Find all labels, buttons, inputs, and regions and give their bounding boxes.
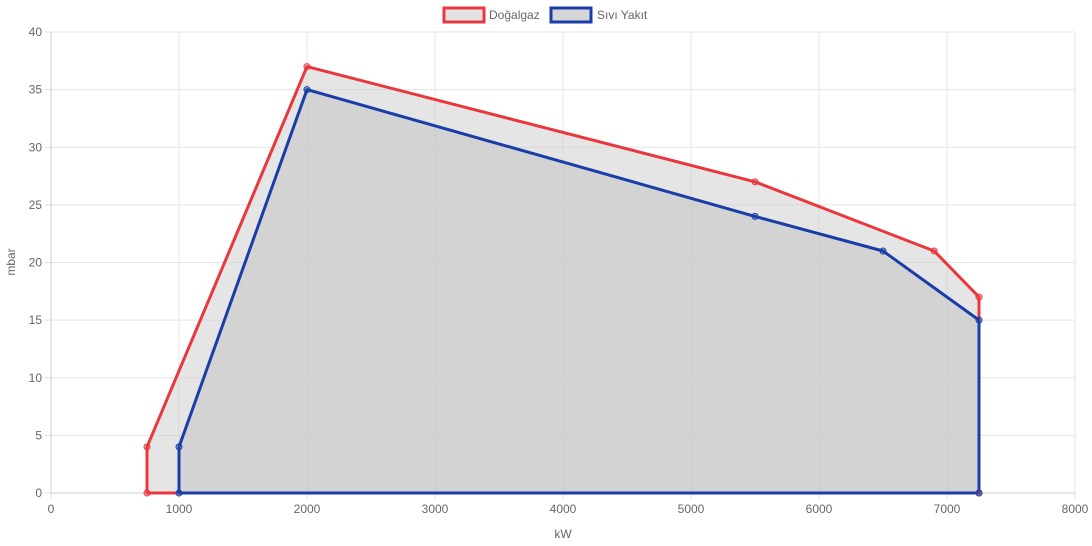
legend-swatch-sivi-yakit <box>549 6 593 24</box>
series-lines <box>145 65 981 495</box>
x-tick-label: 2000 <box>294 502 321 516</box>
data-point-sivi-yakit[interactable] <box>175 489 183 497</box>
data-point-sivi-yakit[interactable] <box>975 316 983 324</box>
y-tick-label: 30 <box>29 140 43 154</box>
data-point-dogalgaz[interactable] <box>143 443 151 451</box>
y-tick-label: 0 <box>35 486 42 500</box>
legend-label-sivi-yakit: Sıvı Yakıt <box>597 8 648 22</box>
y-tick-label: 25 <box>29 198 43 212</box>
legend-swatch-dogalgaz <box>442 6 486 24</box>
x-tick-label: 5000 <box>678 502 705 516</box>
y-axis-title: mbar <box>4 248 18 275</box>
x-tick-label: 0 <box>48 502 55 516</box>
y-tick-label: 5 <box>35 428 42 442</box>
data-point-dogalgaz[interactable] <box>751 178 759 186</box>
series-line-sivi-yakit <box>177 88 981 495</box>
series-areas <box>147 66 979 493</box>
x-tick-label: 7000 <box>934 502 961 516</box>
data-point-sivi-yakit[interactable] <box>975 489 983 497</box>
x-tick-labels: 0 1000 2000 3000 4000 5000 6000 7000 8000 <box>48 502 1089 516</box>
data-point-dogalgaz[interactable] <box>303 63 311 71</box>
y-tick-label: 40 <box>29 25 43 39</box>
data-point-dogalgaz[interactable] <box>930 247 938 255</box>
data-point-dogalgaz[interactable] <box>975 293 983 301</box>
data-point-sivi-yakit[interactable] <box>303 86 311 94</box>
y-tick-labels: 0 5 10 15 20 25 30 35 40 <box>29 25 43 500</box>
data-point-sivi-yakit[interactable] <box>879 247 887 255</box>
y-tick-label: 20 <box>29 256 43 270</box>
x-tick-label: 1000 <box>166 502 193 516</box>
x-tick-label: 8000 <box>1062 502 1089 516</box>
legend-item-dogalgaz[interactable]: Doğalgaz <box>442 6 540 24</box>
x-tick-label: 6000 <box>806 502 833 516</box>
y-tick-label: 35 <box>29 83 43 97</box>
legend-item-sivi-yakit[interactable]: Sıvı Yakıt <box>549 6 648 24</box>
data-point-sivi-yakit[interactable] <box>175 443 183 451</box>
legend: Doğalgaz Sıvı Yakıt <box>442 6 648 24</box>
data-point-sivi-yakit[interactable] <box>751 212 759 220</box>
y-tick-label: 15 <box>29 313 43 327</box>
x-axis-title: kW <box>554 527 572 541</box>
x-tick-label: 4000 <box>550 502 577 516</box>
x-tick-label: 3000 <box>422 502 449 516</box>
legend-label-dogalgaz: Doğalgaz <box>489 8 540 22</box>
y-tick-label: 10 <box>29 371 43 385</box>
series-area-sivi-yakit <box>179 89 979 493</box>
data-point-dogalgaz[interactable] <box>143 489 151 497</box>
series-points <box>143 63 983 497</box>
